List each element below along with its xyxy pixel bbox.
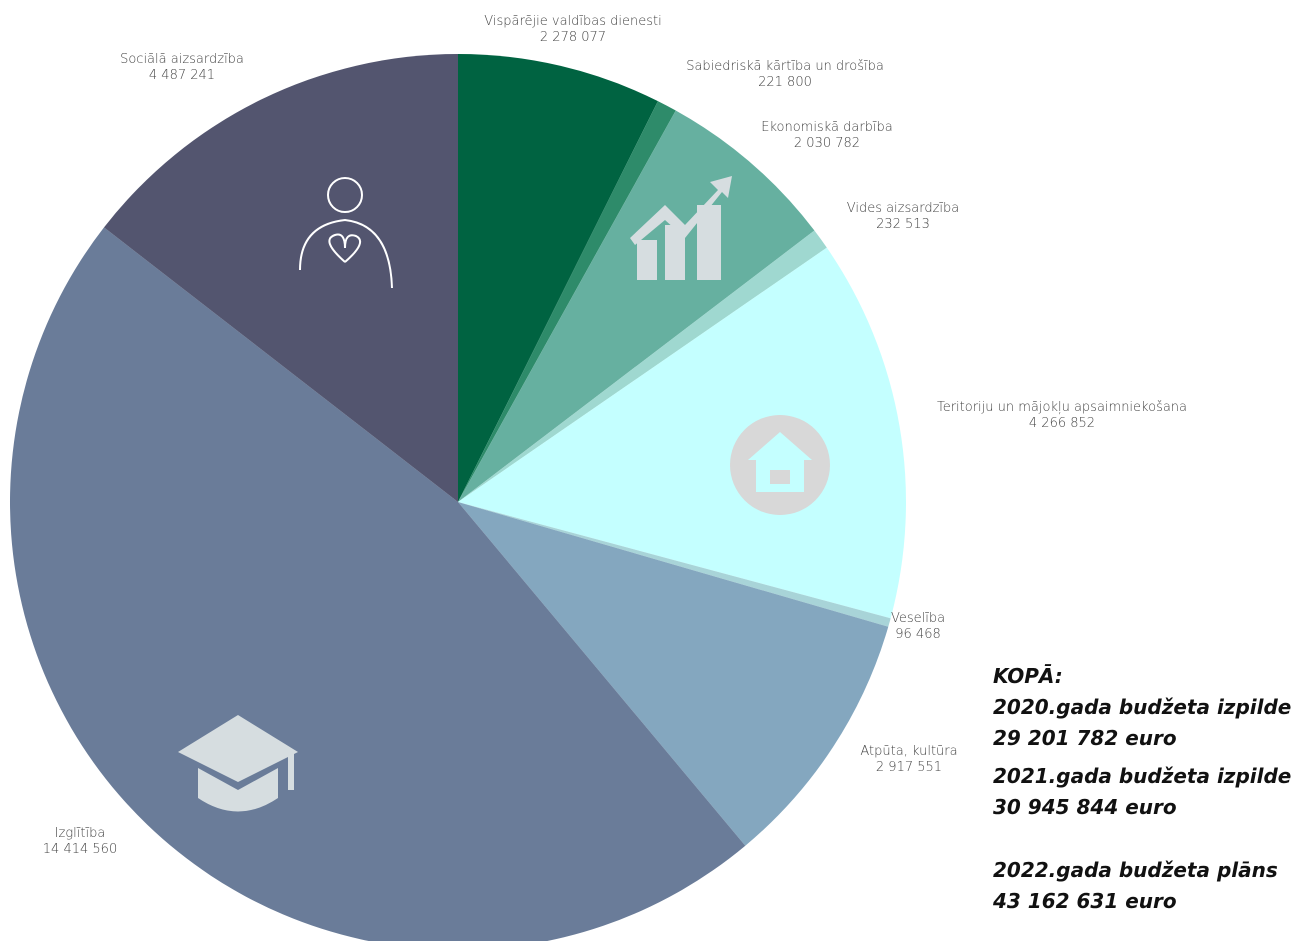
slice-label: Izglītība [55,826,106,841]
slice-label: Ekonomiskā darbība [761,120,893,135]
pie-slice [458,502,889,846]
house-door [770,470,790,484]
icons [178,176,830,812]
slice-label: Atpūta, kultūra [860,744,957,759]
pie-slice [458,54,658,502]
house-shape [748,432,812,492]
total-text: 2020.gada budžeta izpilde [993,695,1291,719]
slice-label: Vispārējie valdības dienesti [484,14,661,29]
total-text: 2021.gada budžeta izpilde [993,764,1291,788]
slice-value: 2 917 551 [876,760,942,775]
total-text: 2022.gada budžeta plāns [993,858,1278,882]
pie-slice [458,230,827,502]
pie [10,54,906,941]
slice-value: 4 266 852 [1029,416,1095,431]
slice-value: 96 468 [895,627,941,642]
slice-value: 14 414 560 [43,842,117,857]
cap-icon [178,715,298,782]
slice-value: 2 278 077 [540,30,606,45]
cap-tassel [288,752,294,790]
slice-label: Sabiedriskā kārtība un drošība [686,59,884,74]
slice-value: 4 487 241 [149,68,215,83]
total-text: KOPĀ: [993,664,1063,688]
pie-slice [104,54,458,502]
slice-label: Veselība [891,611,945,626]
pie-slice [458,101,676,503]
slice-label: Sociālā aizsardzība [120,52,244,67]
total-text: 29 201 782 euro [993,726,1177,750]
growth-icon [630,176,732,280]
pie-slice [458,247,906,619]
slice-value: 232 513 [876,217,930,232]
total-text: 30 945 844 euro [993,795,1177,819]
slice-label: Teritoriju un mājokļu apsaimniekošana [937,400,1187,415]
pie-slice [458,502,891,627]
slice-value: 221 800 [758,75,812,90]
pie-slice [10,227,746,941]
totals: KOPĀ: 2020.gada budžeta izpilde 29 201 782… [992,664,1291,913]
care-icon [299,177,393,289]
slice-label: Vides aizsardzība [847,201,960,216]
pie-slice [458,110,815,502]
cap-base [198,768,278,812]
total-text: 43 162 631 euro [992,889,1177,913]
slice-value: 2 030 782 [794,136,860,151]
